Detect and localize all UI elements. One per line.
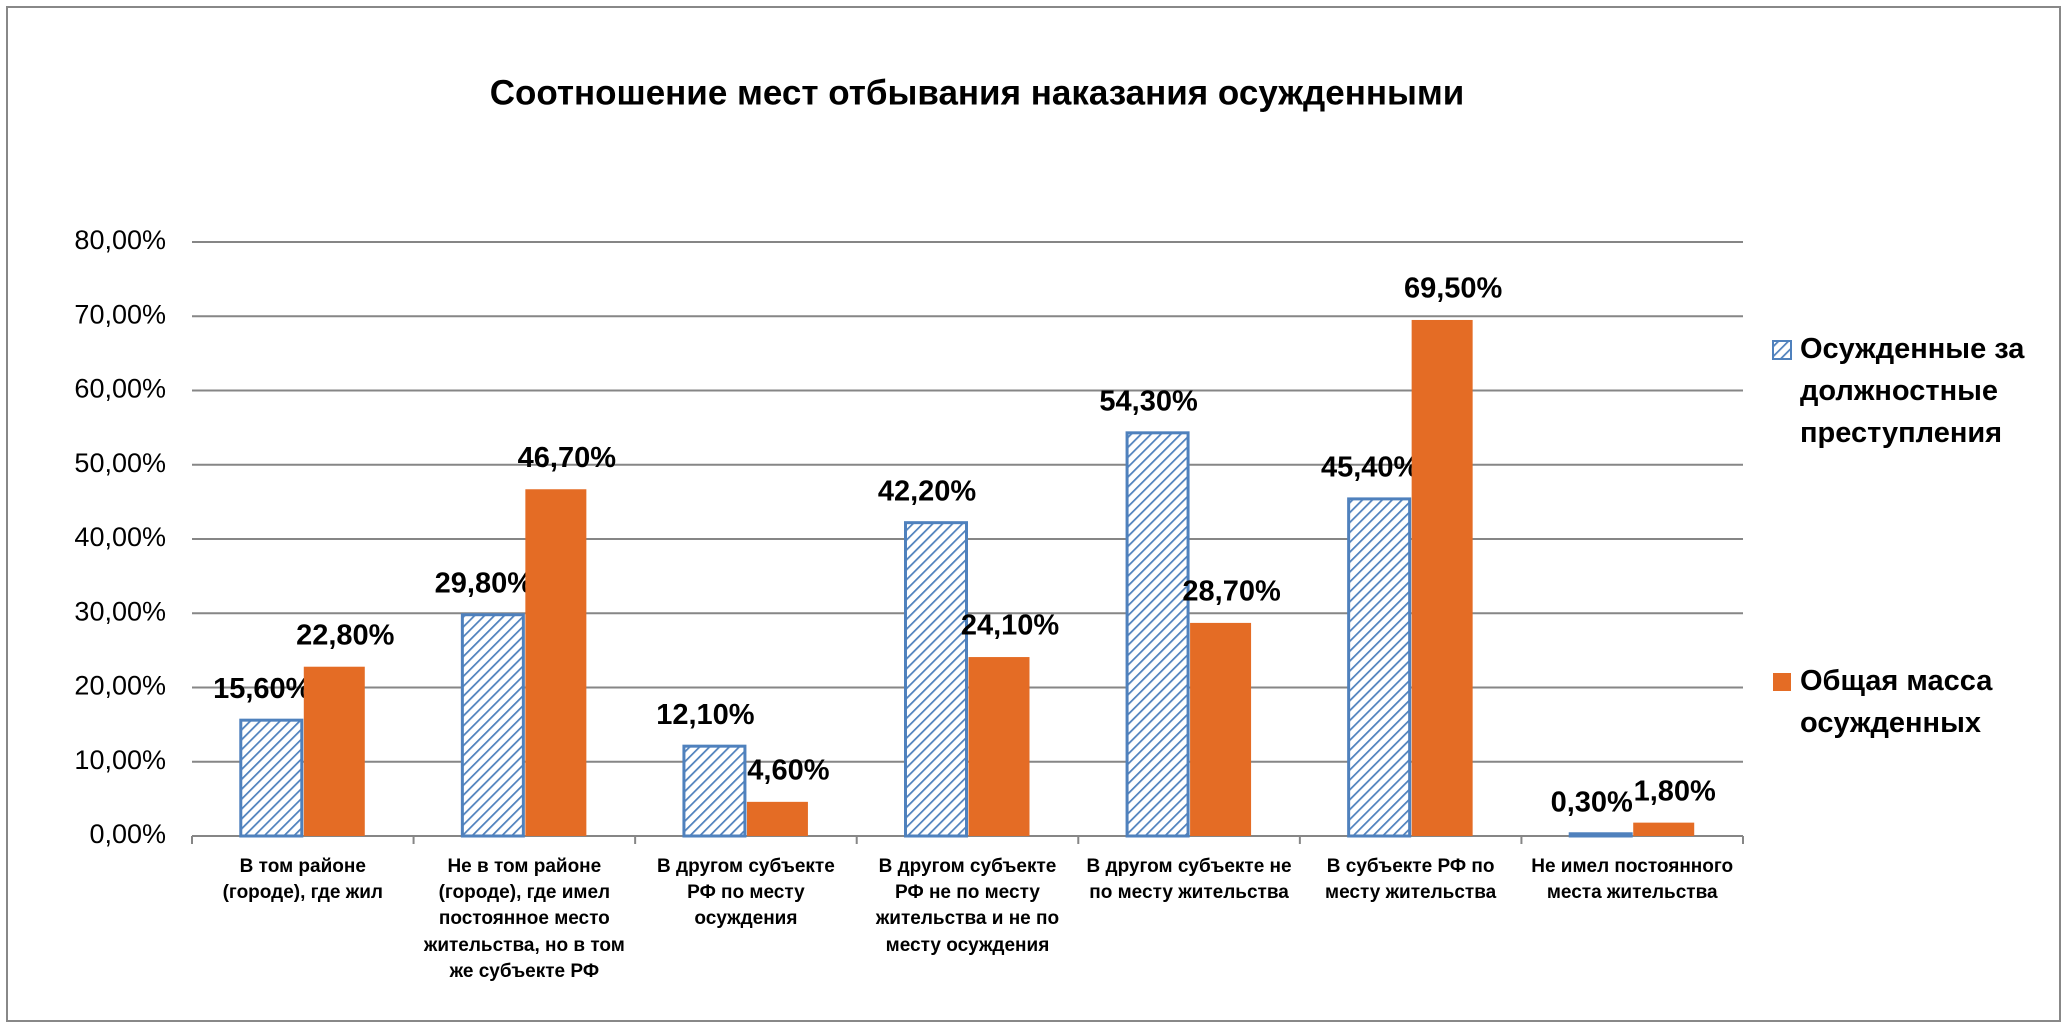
bar [1190,622,1252,836]
value-label: 1,80% [1634,775,1716,807]
value-label: 24,10% [961,610,1060,642]
x-tick-label: В субъекте РФ по месту жительства [1325,856,1497,904]
x-tick-label: В том районе (городе), где жил [222,856,383,904]
value-label: 28,70% [1182,576,1281,608]
bar [746,801,808,836]
legend-label: Осужденные за должностные преступления [1800,333,2025,450]
value-label: 54,30% [1099,385,1198,417]
value-label: 45,40% [1321,452,1420,484]
value-label: 12,10% [656,699,755,731]
y-tick-label: 40,00% [74,522,166,552]
bar [904,521,968,838]
bar [303,666,365,836]
value-label: 22,80% [296,619,395,651]
chart-frame [6,6,2061,1022]
value-label: 69,50% [1404,273,1503,305]
x-tick-label: Не имел постоянного места жительства [1531,856,1734,904]
bar [1568,832,1633,838]
chart-title: Соотношение мест отбывания наказания осу… [490,73,1465,112]
legend-swatch [1773,673,1791,691]
y-tick-label: 80,00% [74,225,166,255]
value-label: 46,70% [518,442,617,474]
x-tick-label: В другом субъекте РФ по месту осуждения [657,856,835,930]
x-tick-label: В другом субъекте не по месту жительства [1086,856,1292,904]
y-tick-label: 0,00% [89,819,166,849]
legend-swatch [1772,340,1792,360]
bar [1125,431,1190,838]
value-label: 29,80% [435,567,534,599]
bar [1411,319,1473,836]
bar [239,718,304,838]
bar [1633,822,1695,836]
value-label: 15,60% [213,673,312,705]
bar [968,657,1030,836]
y-tick-label: 50,00% [74,448,166,478]
x-tick-label: В другом субъекте РФ не по месту жительс… [875,856,1060,956]
bar [460,613,525,838]
y-tick-label: 30,00% [74,596,166,626]
legend-label: Общая масса осужденных [1800,665,1993,740]
y-tick-label: 20,00% [74,671,166,701]
bar [682,744,747,838]
value-label: 42,20% [878,475,977,507]
x-tick-label: Не в том районе (городе), где имел посто… [423,856,625,982]
y-tick-label: 70,00% [74,299,166,329]
value-label: 4,60% [747,755,829,787]
y-tick-label: 10,00% [74,745,166,775]
bar [525,489,587,836]
value-label: 0,30% [1551,786,1633,818]
y-tick-label: 60,00% [74,374,166,404]
bar [1347,497,1412,838]
